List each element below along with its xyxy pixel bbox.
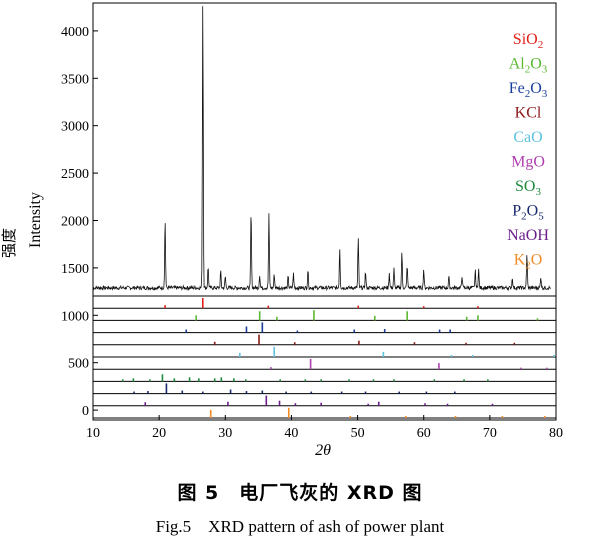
x-tick-label: 10 [86, 426, 100, 441]
spectrum-line [92, 6, 551, 292]
legend-entry-kcl: KCl [515, 105, 542, 122]
axis-ticks: 10 20 30 40 50 60 70 80 0 500 1000 1500 2000 2500 3000… [61, 25, 563, 441]
reference-patterns [93, 295, 556, 419]
x-tick-label: 80 [549, 426, 563, 441]
legend-entry-mgo: MgO [511, 154, 545, 171]
x-tick-label: 60 [417, 426, 431, 441]
y-tick-label: 3500 [61, 72, 89, 87]
figure-caption-english: Fig.5 XRD pattern of ash of power plant [155, 517, 445, 536]
plot-frame [92, 2, 557, 421]
y-tick-label: 500 [68, 357, 89, 372]
x-tick-label: 40 [284, 426, 298, 441]
y-tick-label: 1500 [61, 262, 89, 277]
xrd-spectrum [92, 6, 551, 292]
y-tick-label: 3000 [61, 120, 89, 135]
legend-entry-so3: SO3 [515, 178, 541, 198]
y-axis-label-chinese: 强度 [0, 228, 18, 258]
x-axis-label: 2θ [315, 442, 331, 459]
x-tick-label: 70 [483, 426, 497, 441]
x-tick-label: 20 [152, 426, 166, 441]
y-tick-label: 4000 [61, 25, 89, 40]
plot-axes [92, 2, 557, 421]
legend-entry-al2o3: Al2O3 [509, 56, 548, 76]
legend: SiO2 Al2O3 Fe2O3 KCl CaO MgO SO3 P2O5 NaOH K2O [507, 31, 549, 272]
legend-entry-naoh: NaOH [507, 227, 549, 244]
legend-entry-cao: CaO [513, 129, 542, 146]
legend-entry-p2o5: P2O5 [512, 203, 544, 223]
y-axis-label: Intensity [27, 192, 44, 248]
xrd-chart: 10 20 30 40 50 60 70 80 0 500 1000 1500 2000 2500 3000… [0, 2, 563, 459]
legend-entry-sio2: SiO2 [513, 31, 543, 51]
x-tick-label: 30 [218, 426, 232, 441]
legend-entry-k2o: K2O [514, 252, 543, 272]
x-tick-label: 50 [351, 426, 365, 441]
y-tick-label: 1000 [61, 309, 89, 324]
y-tick-label: 2500 [61, 167, 89, 182]
y-tick-label: 2000 [61, 214, 89, 229]
y-tick-label: 0 [82, 404, 89, 419]
legend-entry-fe2o3: Fe2O3 [509, 80, 548, 100]
figure-caption-chinese: 图 5 电厂飞灰的 XRD 图 [177, 482, 423, 504]
